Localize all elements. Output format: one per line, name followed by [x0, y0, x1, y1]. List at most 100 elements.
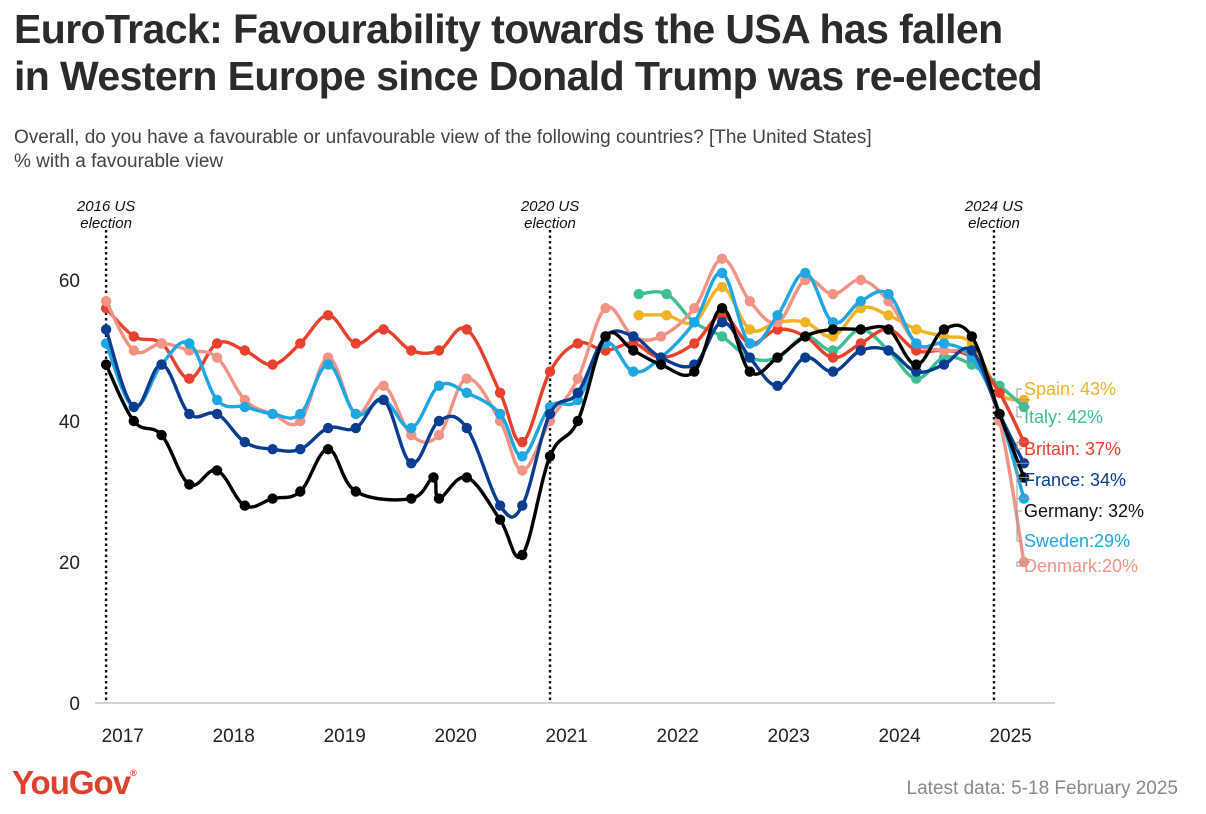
data-point-britain — [184, 373, 195, 384]
data-point-spain — [744, 324, 755, 335]
data-point-france — [128, 401, 139, 413]
election-marker-label: 2020 US — [520, 198, 579, 215]
data-point-germany — [156, 429, 167, 441]
latest-data-note: Latest data: 5-18 February 2025 — [906, 778, 1178, 799]
chart-measure: % with a favourable view — [14, 151, 224, 172]
end-label-britain: Britain: 37% — [1024, 439, 1121, 459]
data-point-germany — [322, 444, 334, 455]
data-point-spain — [633, 310, 644, 321]
data-point-denmark — [461, 373, 472, 384]
data-point-germany — [428, 472, 439, 483]
data-point-italy — [633, 288, 644, 300]
end-label-italy: Italy: 42% — [1024, 407, 1103, 427]
data-point-germany — [628, 345, 639, 356]
election-marker-label: election — [524, 215, 576, 232]
data-point-britain — [128, 331, 139, 342]
data-point-sweden — [517, 451, 528, 462]
data-point-denmark — [433, 429, 445, 441]
data-point-germany — [544, 451, 556, 462]
data-point-denmark — [689, 303, 700, 314]
data-point-sweden — [267, 408, 278, 420]
data-point-denmark — [600, 303, 611, 314]
data-point-germany — [883, 324, 894, 335]
series-line-germany — [104, 306, 1026, 559]
data-point-germany — [350, 486, 361, 497]
data-point-denmark — [128, 345, 139, 356]
data-point-germany — [517, 549, 528, 561]
data-point-sweden — [433, 380, 445, 391]
data-point-sweden — [406, 422, 417, 434]
data-point-britain — [544, 366, 556, 377]
data-point-france — [433, 415, 445, 427]
data-point-sweden — [938, 338, 950, 349]
end-label-leader — [1016, 476, 1030, 512]
data-point-germany — [184, 479, 195, 490]
data-point-france — [211, 408, 223, 420]
data-point-germany — [855, 324, 866, 335]
data-point-britain — [433, 345, 445, 356]
series-line-sweden — [104, 271, 1026, 501]
data-point-france — [966, 345, 977, 356]
election-marker-label: 2024 US — [964, 198, 1023, 215]
data-point-france — [800, 352, 811, 363]
data-point-france — [855, 345, 866, 356]
data-point-sweden — [772, 310, 783, 321]
data-point-france — [517, 500, 528, 511]
data-point-spain — [800, 317, 811, 328]
data-point-spain — [716, 281, 728, 293]
data-point-sweden — [689, 317, 700, 328]
data-point-denmark — [716, 253, 728, 264]
x-tick-label: 2021 — [546, 726, 588, 747]
data-point-france — [322, 422, 334, 434]
end-label-spain: Spain: 43% — [1024, 379, 1116, 399]
data-point-italy — [661, 288, 672, 300]
yougov-logo-text: YouGov — [12, 764, 131, 801]
data-point-britain — [267, 359, 278, 370]
data-point-germany — [239, 500, 250, 511]
data-point-france — [716, 317, 728, 328]
chart-title-line-2: in Western Europe since Donald Trump was… — [14, 53, 1043, 99]
chart-question: Overall, do you have a favourable or unf… — [14, 127, 872, 148]
data-point-france — [100, 324, 112, 335]
data-point-denmark — [156, 338, 167, 349]
chart-subtitle: Overall, do you have a favourable or unf… — [14, 126, 1194, 174]
data-point-germany — [600, 331, 611, 342]
data-point-france — [772, 380, 783, 391]
data-point-britain — [322, 310, 334, 321]
data-point-france — [350, 422, 361, 434]
data-point-germany — [406, 493, 417, 504]
data-point-france — [544, 408, 556, 420]
data-point-britain — [350, 338, 361, 349]
data-point-germany — [689, 366, 700, 377]
data-point-britain — [211, 338, 223, 349]
data-point-france — [295, 444, 306, 455]
end-label-leader — [1016, 561, 1030, 567]
data-point-denmark — [211, 352, 223, 363]
data-point-germany — [994, 408, 1005, 420]
y-tick-label: 40 — [59, 412, 80, 433]
data-point-germany — [100, 359, 112, 370]
end-label-leader — [1016, 462, 1030, 481]
data-point-spain — [911, 324, 922, 335]
data-point-italy — [716, 331, 728, 342]
data-point-britain — [378, 324, 389, 335]
data-point-germany — [966, 331, 977, 342]
data-point-sweden — [883, 288, 894, 300]
data-point-germany — [911, 359, 922, 370]
data-point-britain — [689, 338, 700, 349]
series-line-france — [104, 320, 1026, 519]
election-marker-label: election — [80, 215, 132, 232]
chart-title-line-1: EuroTrack: Favourability towards the USA… — [14, 6, 1003, 52]
data-point-germany — [295, 486, 306, 497]
data-point-denmark — [100, 296, 112, 307]
data-point-denmark — [855, 274, 866, 286]
chart-title: EuroTrack: Favourability towards the USA… — [14, 6, 1194, 100]
data-point-britain — [461, 324, 472, 335]
data-point-spain — [883, 310, 894, 321]
data-point-britain — [239, 345, 250, 356]
data-point-france — [461, 422, 472, 434]
data-point-sweden — [628, 366, 639, 377]
x-tick-label: 2025 — [989, 726, 1031, 747]
end-label-leader — [1016, 406, 1030, 418]
end-label-germany: Germany: 32% — [1024, 501, 1144, 521]
